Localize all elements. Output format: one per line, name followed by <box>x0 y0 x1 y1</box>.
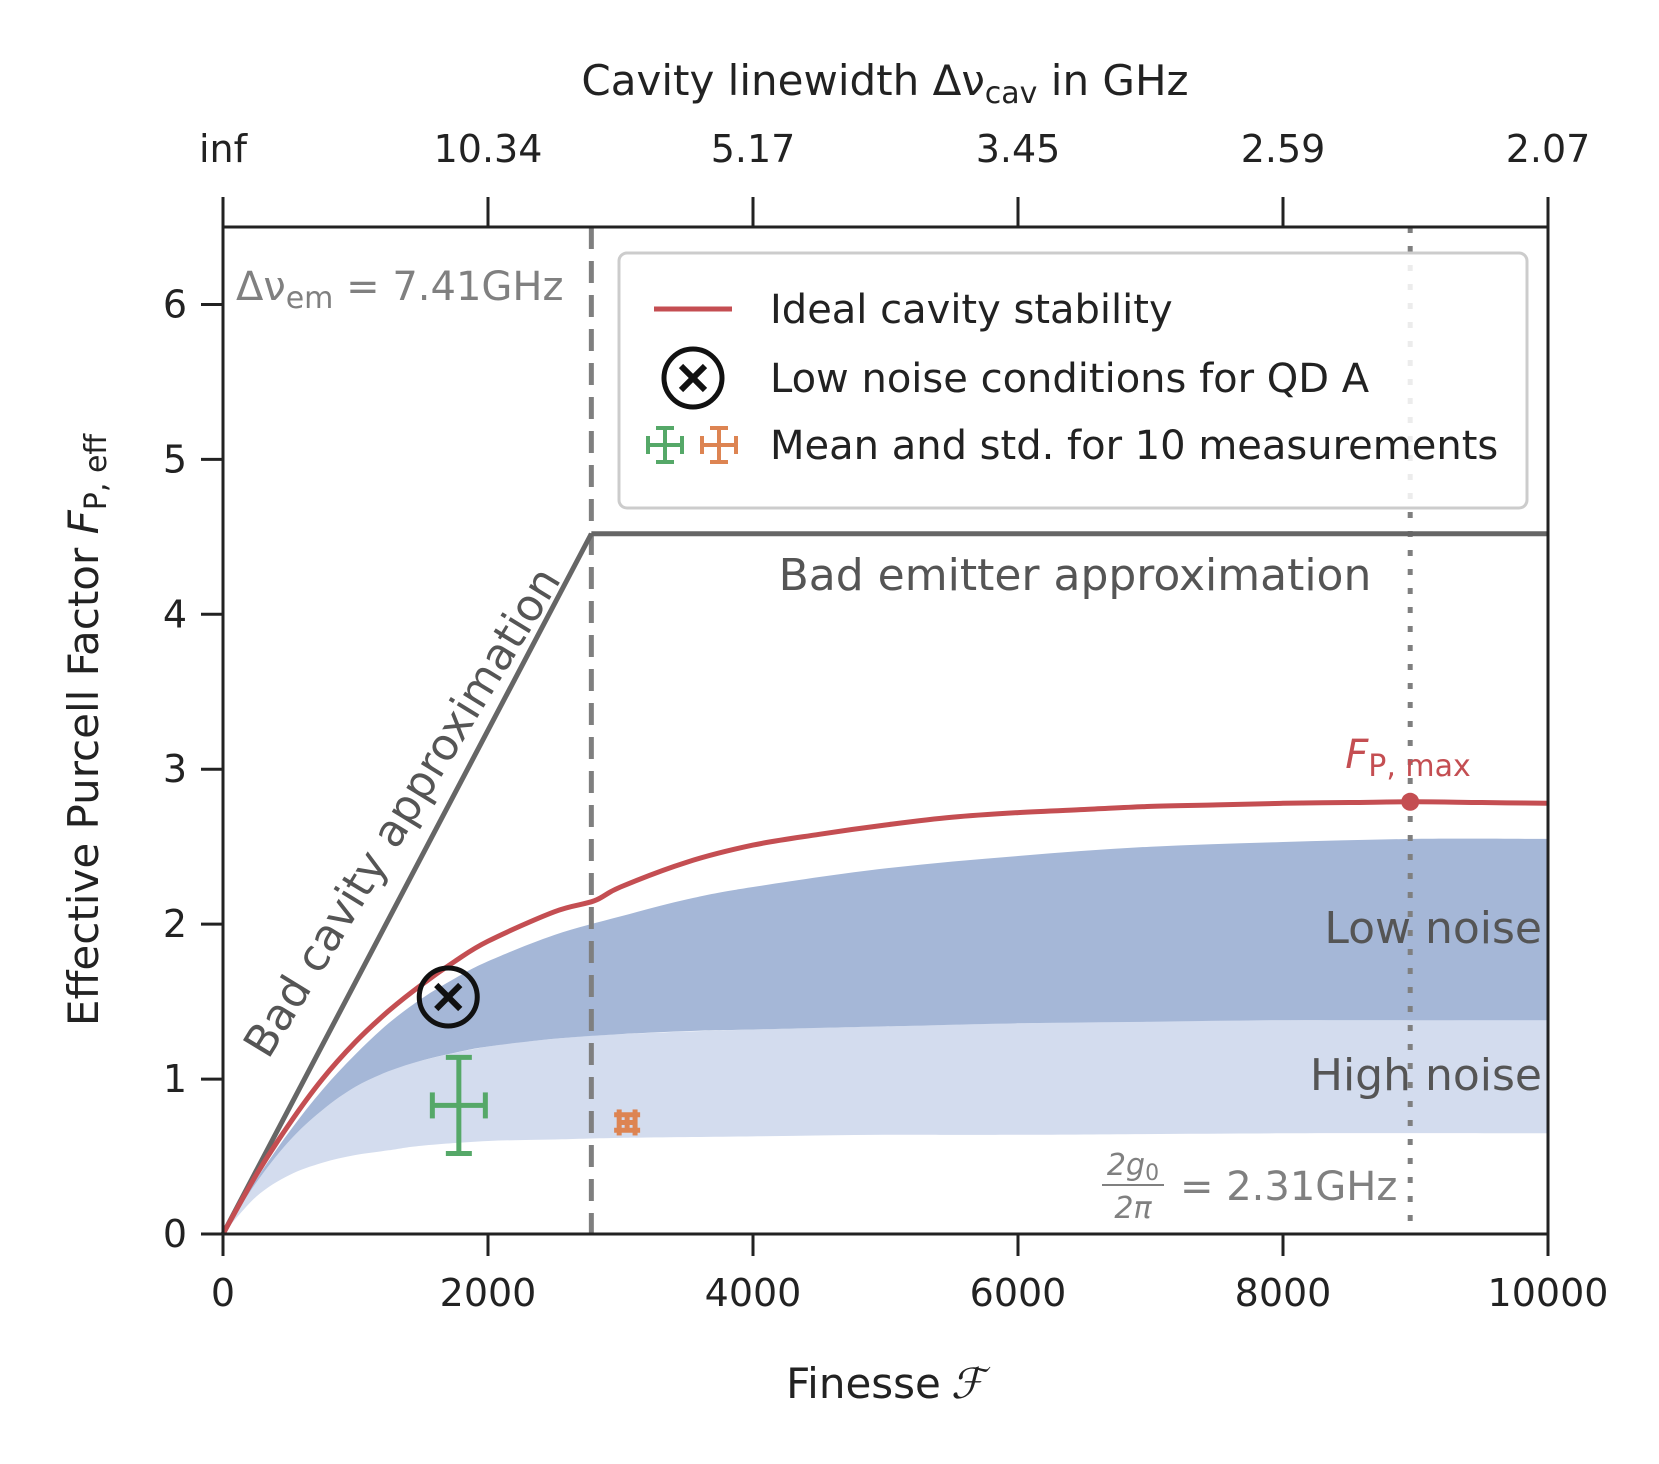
high-noise-band <box>223 1019 1548 1234</box>
top-tick-label-4: 2.59 <box>1241 127 1326 171</box>
fp-max-point <box>1401 792 1420 811</box>
low-noise-label: Low noise <box>1324 903 1542 954</box>
legend-qd-swatch <box>661 346 725 410</box>
top-tick-label-5: 2.07 <box>1506 127 1591 171</box>
x-tick-label-2: 4000 <box>705 1271 802 1315</box>
x-axis-title: Finesse ℱ <box>786 1359 991 1408</box>
measurement-point-1 <box>614 1109 641 1136</box>
legend-measurement-swatches <box>646 426 738 464</box>
legend-measurement-swatch-1 <box>700 426 738 464</box>
x-tick-label-1: 2000 <box>440 1271 537 1315</box>
bad-cavity-approximation-line <box>220 532 594 1236</box>
legend-qd-swatch-circle <box>661 346 725 410</box>
y-tick-label-6: 6 <box>163 282 187 326</box>
ticks-layer: 0 2000 4000 6000 8000 10000 inf 10.34 5.17 3.45 2.… <box>163 127 1609 1315</box>
x-tick-label-3: 6000 <box>970 1271 1067 1315</box>
legend-qd-label: Low noise conditions for QD A <box>770 356 1370 402</box>
qd-a-marker-cross-2 <box>434 982 463 1012</box>
y-tick-label-0: 0 <box>163 1212 187 1256</box>
coupling-strength-label: 2g0 2π = 2.31GHz <box>1102 1148 1397 1226</box>
plot-frame <box>221 225 1550 1236</box>
y-tick-label-1: 1 <box>163 1057 187 1101</box>
emitter-linewidth-label: Δνem = 7.41GHz <box>236 264 563 316</box>
y-tick-label-4: 4 <box>163 592 187 636</box>
high-noise-label: High noise <box>1310 1050 1542 1101</box>
y-tick-label-2: 2 <box>163 902 187 946</box>
fp-max-label: FP, max <box>1345 732 1471 784</box>
x-tick-label-4: 8000 <box>1235 1271 1332 1315</box>
qd-a-marker <box>416 965 480 1029</box>
legend-qd-swatch-cross-2 <box>678 363 708 393</box>
top-tick-label-0: inf <box>199 127 249 171</box>
measurements-layer <box>429 1054 641 1156</box>
legend-measurement-label: Mean and std. for 10 measurements <box>770 423 1498 469</box>
legend-measurement-swatch-0 <box>646 426 684 464</box>
coupling-label-value: = 2.31GHz <box>1180 1164 1397 1210</box>
low-noise-band <box>223 838 1548 1234</box>
y-tick-label-3: 3 <box>163 747 187 791</box>
ideal-cavity-stability-curve <box>223 799 1548 1234</box>
qd-a-marker-circle <box>416 965 480 1029</box>
x-tick-label-5: 10000 <box>1488 1271 1609 1315</box>
measurement-point-0 <box>429 1054 488 1156</box>
legend-box <box>617 251 1529 510</box>
y-axis-title: Effective Purcell Factor FP, eff <box>59 433 114 1026</box>
top-tick-label-1: 10.34 <box>434 127 543 171</box>
top-axis-title: Cavity linewidth Δνcav in GHz <box>581 56 1188 111</box>
x-tick-label-0: 0 <box>211 1271 235 1315</box>
bad-emitter-label: Bad emitter approximation <box>779 550 1372 601</box>
top-tick-label-3: 3.45 <box>976 127 1061 171</box>
coupling-label-denominator: 2π <box>1114 1191 1152 1226</box>
y-tick-label-5: 5 <box>163 437 187 481</box>
legend-ideal-label: Ideal cavity stability <box>770 287 1173 333</box>
top-tick-label-2: 5.17 <box>711 127 796 171</box>
legend: Ideal cavity stability Low noise conditi… <box>617 251 1529 510</box>
coupling-label-numerator: 2g0 <box>1107 1148 1159 1186</box>
